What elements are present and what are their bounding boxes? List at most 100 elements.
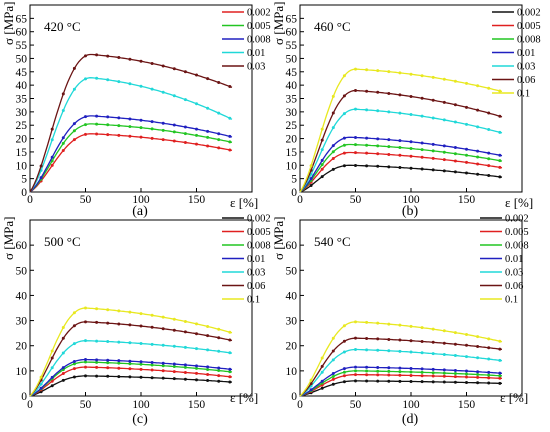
data-point [431,168,435,172]
data-point [431,352,435,356]
data-point [139,59,143,63]
data-point [342,94,346,98]
data-point [365,143,369,147]
data-point [354,320,357,324]
data-point [320,386,324,390]
data-point [453,368,457,372]
data-point [139,367,143,371]
y-tick-label: 10 [286,366,298,378]
y-tick-label: 25 [16,120,28,132]
data-point [476,356,480,360]
data-point [172,362,176,366]
legend: 0.002 0.005 0.008 0.01 0.03 [222,8,271,73]
data-point [50,375,54,379]
data-point [431,380,435,384]
data-point [183,98,187,102]
y-tick-label: 60 [286,240,298,252]
data-point [128,134,132,138]
y-tick-label: 30 [16,316,28,328]
data-point [206,77,210,81]
data-point [331,150,335,154]
data-point [420,380,424,384]
data-point [487,174,491,178]
data-point [498,159,502,163]
data-point [387,165,391,169]
data-point [487,337,491,341]
y-tick-label: 5 [21,174,27,186]
data-point [398,111,402,115]
data-point [476,335,480,339]
data-point [342,370,346,374]
x-tick-label: 0 [27,194,33,206]
data-point [376,137,380,141]
y-tick-label: 30 [16,107,28,119]
data-point [442,169,446,173]
data-point [487,373,491,377]
data-point [354,163,357,167]
data-point [453,120,457,124]
data-point [206,367,210,371]
data-point [206,334,210,338]
data-point [320,163,324,167]
data-point [420,114,424,118]
data-point [84,77,87,81]
legend-entry: 0.03 [517,62,535,73]
data-point [498,153,502,157]
data-point [183,319,187,323]
data-point [476,172,480,176]
data-point [95,374,99,378]
data-point [84,365,87,369]
data-point [161,121,165,125]
data-point [365,373,369,377]
data-point [431,371,435,375]
data-point [39,375,43,379]
data-point [398,338,402,342]
data-point [95,339,99,343]
data-point [409,339,413,343]
data-point [139,324,143,328]
data-point [387,145,391,149]
data-point [117,366,121,370]
data-point [183,377,187,381]
data-point [72,87,76,91]
data-point [476,84,480,88]
data-point [498,175,502,179]
data-point [128,82,132,86]
data-point [431,374,435,378]
data-point [398,349,402,353]
y-tick-label: 20 [286,134,298,146]
data-point [117,116,121,120]
data-point [354,143,357,147]
data-point [376,373,380,377]
data-point [161,376,165,380]
data-point [172,139,176,143]
data-point [376,321,380,325]
data-point [442,77,446,81]
data-point [183,70,187,74]
data-point [150,363,154,367]
data-point [39,386,43,390]
y-tick-label: 65 [286,13,298,25]
data-point [206,365,210,369]
data-point [61,136,65,140]
data-point [465,171,468,175]
data-point [442,341,446,345]
data-point [206,379,210,383]
data-point [453,103,457,107]
y-tick-label: 0 [291,391,297,403]
data-point [39,164,43,168]
data-point [498,358,502,362]
data-point [431,75,435,79]
data-point [442,329,446,333]
x-axis-label: ε [%] [230,390,258,405]
series-line [29,77,233,193]
data-point [409,154,413,158]
x-tick-label: 0 [27,399,33,411]
data-point [195,102,198,106]
data-point [117,80,121,84]
data-point [376,109,380,113]
data-point [84,339,87,343]
data-point [50,159,54,163]
data-point [431,98,435,102]
